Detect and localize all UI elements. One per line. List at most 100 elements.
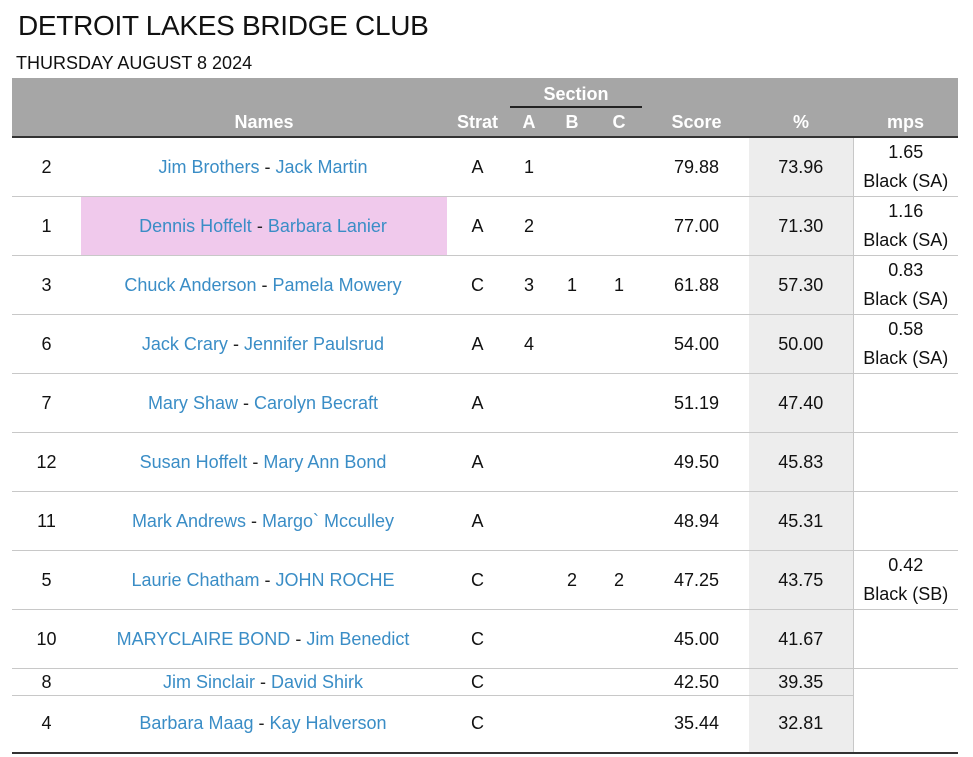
player-2-link[interactable]: Pamela Mowery bbox=[272, 274, 402, 295]
mps-value: 0.58 bbox=[888, 319, 924, 339]
pair-number: 7 bbox=[12, 373, 81, 433]
pair-names: MARYCLAIRE BOND - Jim Benedict bbox=[81, 609, 447, 669]
player-1-link[interactable]: Jim Sinclair bbox=[162, 671, 255, 692]
player-2-link[interactable]: Carolyn Becraft bbox=[254, 392, 379, 413]
pair-names: Chuck Anderson - Pamela Mowery bbox=[81, 255, 447, 315]
pair-number: 3 bbox=[12, 255, 81, 315]
section-b-cell bbox=[550, 373, 594, 433]
player-2-link[interactable]: Mary Ann Bond bbox=[263, 451, 387, 472]
player-1-link[interactable]: Barbara Maag bbox=[139, 713, 254, 734]
section-a-header: A bbox=[508, 108, 550, 138]
player-1-link[interactable]: Laurie Chatham bbox=[131, 569, 260, 590]
mps-cell: 0.83 Black (SA) bbox=[852, 255, 958, 315]
mps-header: mps bbox=[853, 108, 958, 138]
strat-cell: A bbox=[447, 373, 508, 433]
percent-cell: 39.35 bbox=[749, 668, 853, 696]
strat-cell: C bbox=[447, 609, 508, 669]
section-a-cell: 1 bbox=[508, 137, 550, 197]
pair-names: Mark Andrews - Margo` Mcculley bbox=[81, 491, 447, 551]
mps-cell: 0.58 Black (SA) bbox=[852, 314, 958, 374]
strat-header: Strat bbox=[447, 108, 508, 138]
section-a-cell bbox=[508, 491, 550, 551]
player-1-link[interactable]: Chuck Anderson bbox=[124, 274, 257, 295]
section-header: Section bbox=[510, 83, 642, 108]
player-1-link[interactable]: Mark Andrews bbox=[131, 510, 246, 531]
pair-number: 12 bbox=[12, 432, 81, 492]
score-cell: 45.00 bbox=[644, 609, 749, 669]
mps-award: Black (SA) bbox=[863, 348, 949, 368]
section-b-cell: 1 bbox=[550, 255, 594, 315]
strat-cell: C bbox=[447, 668, 508, 696]
player-2-link[interactable]: Jennifer Paulsrud bbox=[243, 333, 385, 354]
player-1-link[interactable]: Dennis Hoffelt bbox=[139, 215, 252, 236]
player-2-link[interactable]: Kay Halverson bbox=[269, 713, 387, 734]
strat-cell: A bbox=[447, 491, 508, 551]
player-2-link[interactable]: Barbara Lanier bbox=[267, 215, 387, 236]
mps-value: 1.65 bbox=[888, 142, 924, 162]
score-cell: 79.88 bbox=[644, 137, 749, 197]
percent-cell: 50.00 bbox=[749, 314, 853, 374]
section-b-cell bbox=[550, 137, 594, 197]
percent-cell: 45.31 bbox=[749, 491, 853, 551]
percent-cell: 43.75 bbox=[749, 550, 853, 610]
strat-cell: A bbox=[447, 432, 508, 492]
section-b-cell bbox=[550, 491, 594, 551]
section-b-cell bbox=[550, 314, 594, 374]
score-cell: 35.44 bbox=[644, 695, 749, 754]
section-b-cell bbox=[550, 695, 594, 754]
player-2-link[interactable]: Jack Martin bbox=[275, 156, 368, 177]
mps-cell: 1.65 Black (SA) bbox=[852, 137, 958, 197]
section-c-cell bbox=[594, 491, 644, 551]
name-separator: - bbox=[258, 713, 265, 734]
player-1-link[interactable]: Susan Hoffelt bbox=[139, 451, 248, 472]
section-c-cell bbox=[594, 432, 644, 492]
strat-cell: C bbox=[447, 695, 508, 754]
player-1-link[interactable]: Mary Shaw bbox=[147, 392, 238, 413]
mps-value: 1.16 bbox=[888, 201, 924, 221]
section-b-cell bbox=[550, 432, 594, 492]
mps-award: Black (SA) bbox=[863, 289, 949, 309]
player-1-link[interactable]: Jack Crary bbox=[141, 333, 228, 354]
name-separator: - bbox=[252, 451, 259, 472]
pair-number: 6 bbox=[12, 314, 81, 374]
strat-cell: A bbox=[447, 314, 508, 374]
percent-cell: 47.40 bbox=[749, 373, 853, 433]
section-a-cell bbox=[508, 668, 550, 696]
name-separator: - bbox=[295, 628, 302, 649]
mps-cell bbox=[852, 668, 958, 696]
percent-cell: 73.96 bbox=[749, 137, 853, 197]
table-row: 1 Dennis Hoffelt - Barbara Lanier A 2 77.00 7… bbox=[12, 196, 958, 256]
name-separator: - bbox=[259, 671, 266, 692]
mps-cell bbox=[852, 432, 958, 492]
player-2-link[interactable]: JOHN ROCHE bbox=[275, 569, 395, 590]
mps-value: 0.83 bbox=[888, 260, 924, 280]
pair-number: 8 bbox=[12, 668, 81, 696]
pair-names: Barbara Maag - Kay Halverson bbox=[81, 695, 447, 754]
mps-cell bbox=[852, 491, 958, 551]
name-separator: - bbox=[242, 392, 249, 413]
table-row: 2 Jim Brothers - Jack Martin A 1 79.88 73.96 1… bbox=[12, 137, 958, 197]
percent-cell: 41.67 bbox=[749, 609, 853, 669]
player-2-link[interactable]: David Shirk bbox=[271, 671, 364, 692]
page-subtitle: THURSDAY AUGUST 8 2024 bbox=[16, 53, 253, 73]
player-2-link[interactable]: Margo` Mcculley bbox=[262, 510, 395, 531]
section-a-cell: 4 bbox=[508, 314, 550, 374]
table-row: 12 Susan Hoffelt - Mary Ann Bond A 49.50 45.… bbox=[12, 432, 958, 492]
section-b-cell bbox=[550, 196, 594, 256]
player-1-link[interactable]: MARYCLAIRE BOND bbox=[116, 628, 291, 649]
section-b-header: B bbox=[550, 108, 594, 138]
mps-award: Black (SA) bbox=[863, 230, 949, 250]
mps-award: Black (SA) bbox=[863, 171, 949, 191]
section-a-cell bbox=[508, 550, 550, 610]
page-title: DETROIT LAKES BRIDGE CLUB bbox=[18, 10, 429, 41]
names-header: Names bbox=[81, 108, 447, 138]
pair-number: 5 bbox=[12, 550, 81, 610]
table-row: 8 Jim Sinclair - David Shirk C 42.50 39.35 bbox=[12, 668, 958, 696]
percent-cell: 71.30 bbox=[749, 196, 853, 256]
player-2-link[interactable]: Jim Benedict bbox=[306, 628, 410, 649]
player-1-link[interactable]: Jim Brothers bbox=[158, 156, 260, 177]
score-cell: 47.25 bbox=[644, 550, 749, 610]
table-row: 11 Mark Andrews - Margo` Mcculley A 48.94 45… bbox=[12, 491, 958, 551]
table-row: 10 MARYCLAIRE BOND - Jim Benedict C 45.00 41… bbox=[12, 609, 958, 669]
